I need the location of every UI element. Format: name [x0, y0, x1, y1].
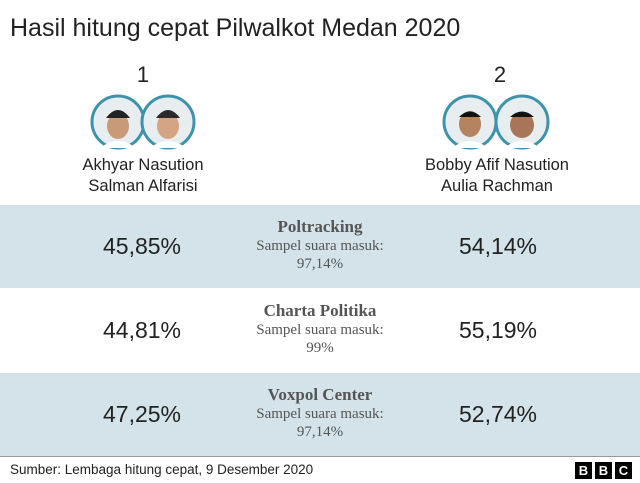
divider: [0, 456, 640, 457]
sample-label: Sampel suara masuk:: [256, 322, 384, 338]
candidate-name: Bobby Afif Nasution: [424, 156, 569, 174]
table-row: 47,25% Voxpol Center Sampel suara masuk: 97…: [0, 373, 640, 456]
left-percentage: 47,25%: [102, 401, 181, 427]
candidate-name: Akhyar Nasution: [82, 156, 204, 174]
table-row: 45,85% Poltracking Sampel suara masuk: 97,1…: [0, 205, 640, 288]
sample-value: 99%: [306, 340, 334, 356]
sample-value: 97,14%: [296, 256, 344, 272]
pollster-cell: Voxpol Center Sampel suara masuk: 97,14%: [200, 373, 440, 441]
left-percentage: 45,85%: [102, 233, 181, 259]
pollster-cell: Poltracking Sampel suara masuk: 97,14%: [200, 205, 440, 273]
photo: [90, 94, 146, 150]
candidate-photos: [90, 94, 196, 150]
table-row: 44,81% Charta Politika Sampel suara masuk:…: [0, 289, 640, 372]
candidate-number: 2: [493, 62, 507, 87]
pollster-name: Voxpol Center: [267, 385, 373, 404]
candidate-name: Salman Alfarisi: [88, 177, 198, 195]
sample-value: 97,14%: [296, 424, 344, 440]
candidate-photos: [442, 94, 550, 150]
candidate-name: Aulia Rachman: [441, 177, 553, 195]
photo: [442, 94, 498, 150]
pollster-name: Charta Politika: [263, 301, 377, 320]
right-percentage: 52,74%: [458, 401, 537, 427]
sample-label: Sampel suara masuk:: [256, 238, 384, 254]
right-percentage: 54,14%: [458, 233, 537, 259]
photo: [140, 94, 196, 150]
right-percentage: 55,19%: [458, 317, 537, 343]
logo-letter: C: [615, 462, 632, 479]
sample-label: Sampel suara masuk:: [256, 406, 384, 422]
left-percentage: 44,81%: [102, 317, 181, 343]
pollster-name: Poltracking: [277, 217, 363, 236]
logo: B B C: [575, 462, 632, 479]
source: Sumber: Lembaga hitung cepat, 9 Desember…: [10, 462, 314, 477]
pollster-cell: Charta Politika Sampel suara masuk: 99%: [200, 289, 440, 357]
title: Hasil hitung cepat Pilwalkot Medan 2020: [10, 14, 461, 42]
logo-letter: B: [595, 462, 612, 479]
candidate-number: 1: [136, 62, 150, 87]
photo: [494, 94, 550, 150]
logo-letter: B: [575, 462, 592, 479]
